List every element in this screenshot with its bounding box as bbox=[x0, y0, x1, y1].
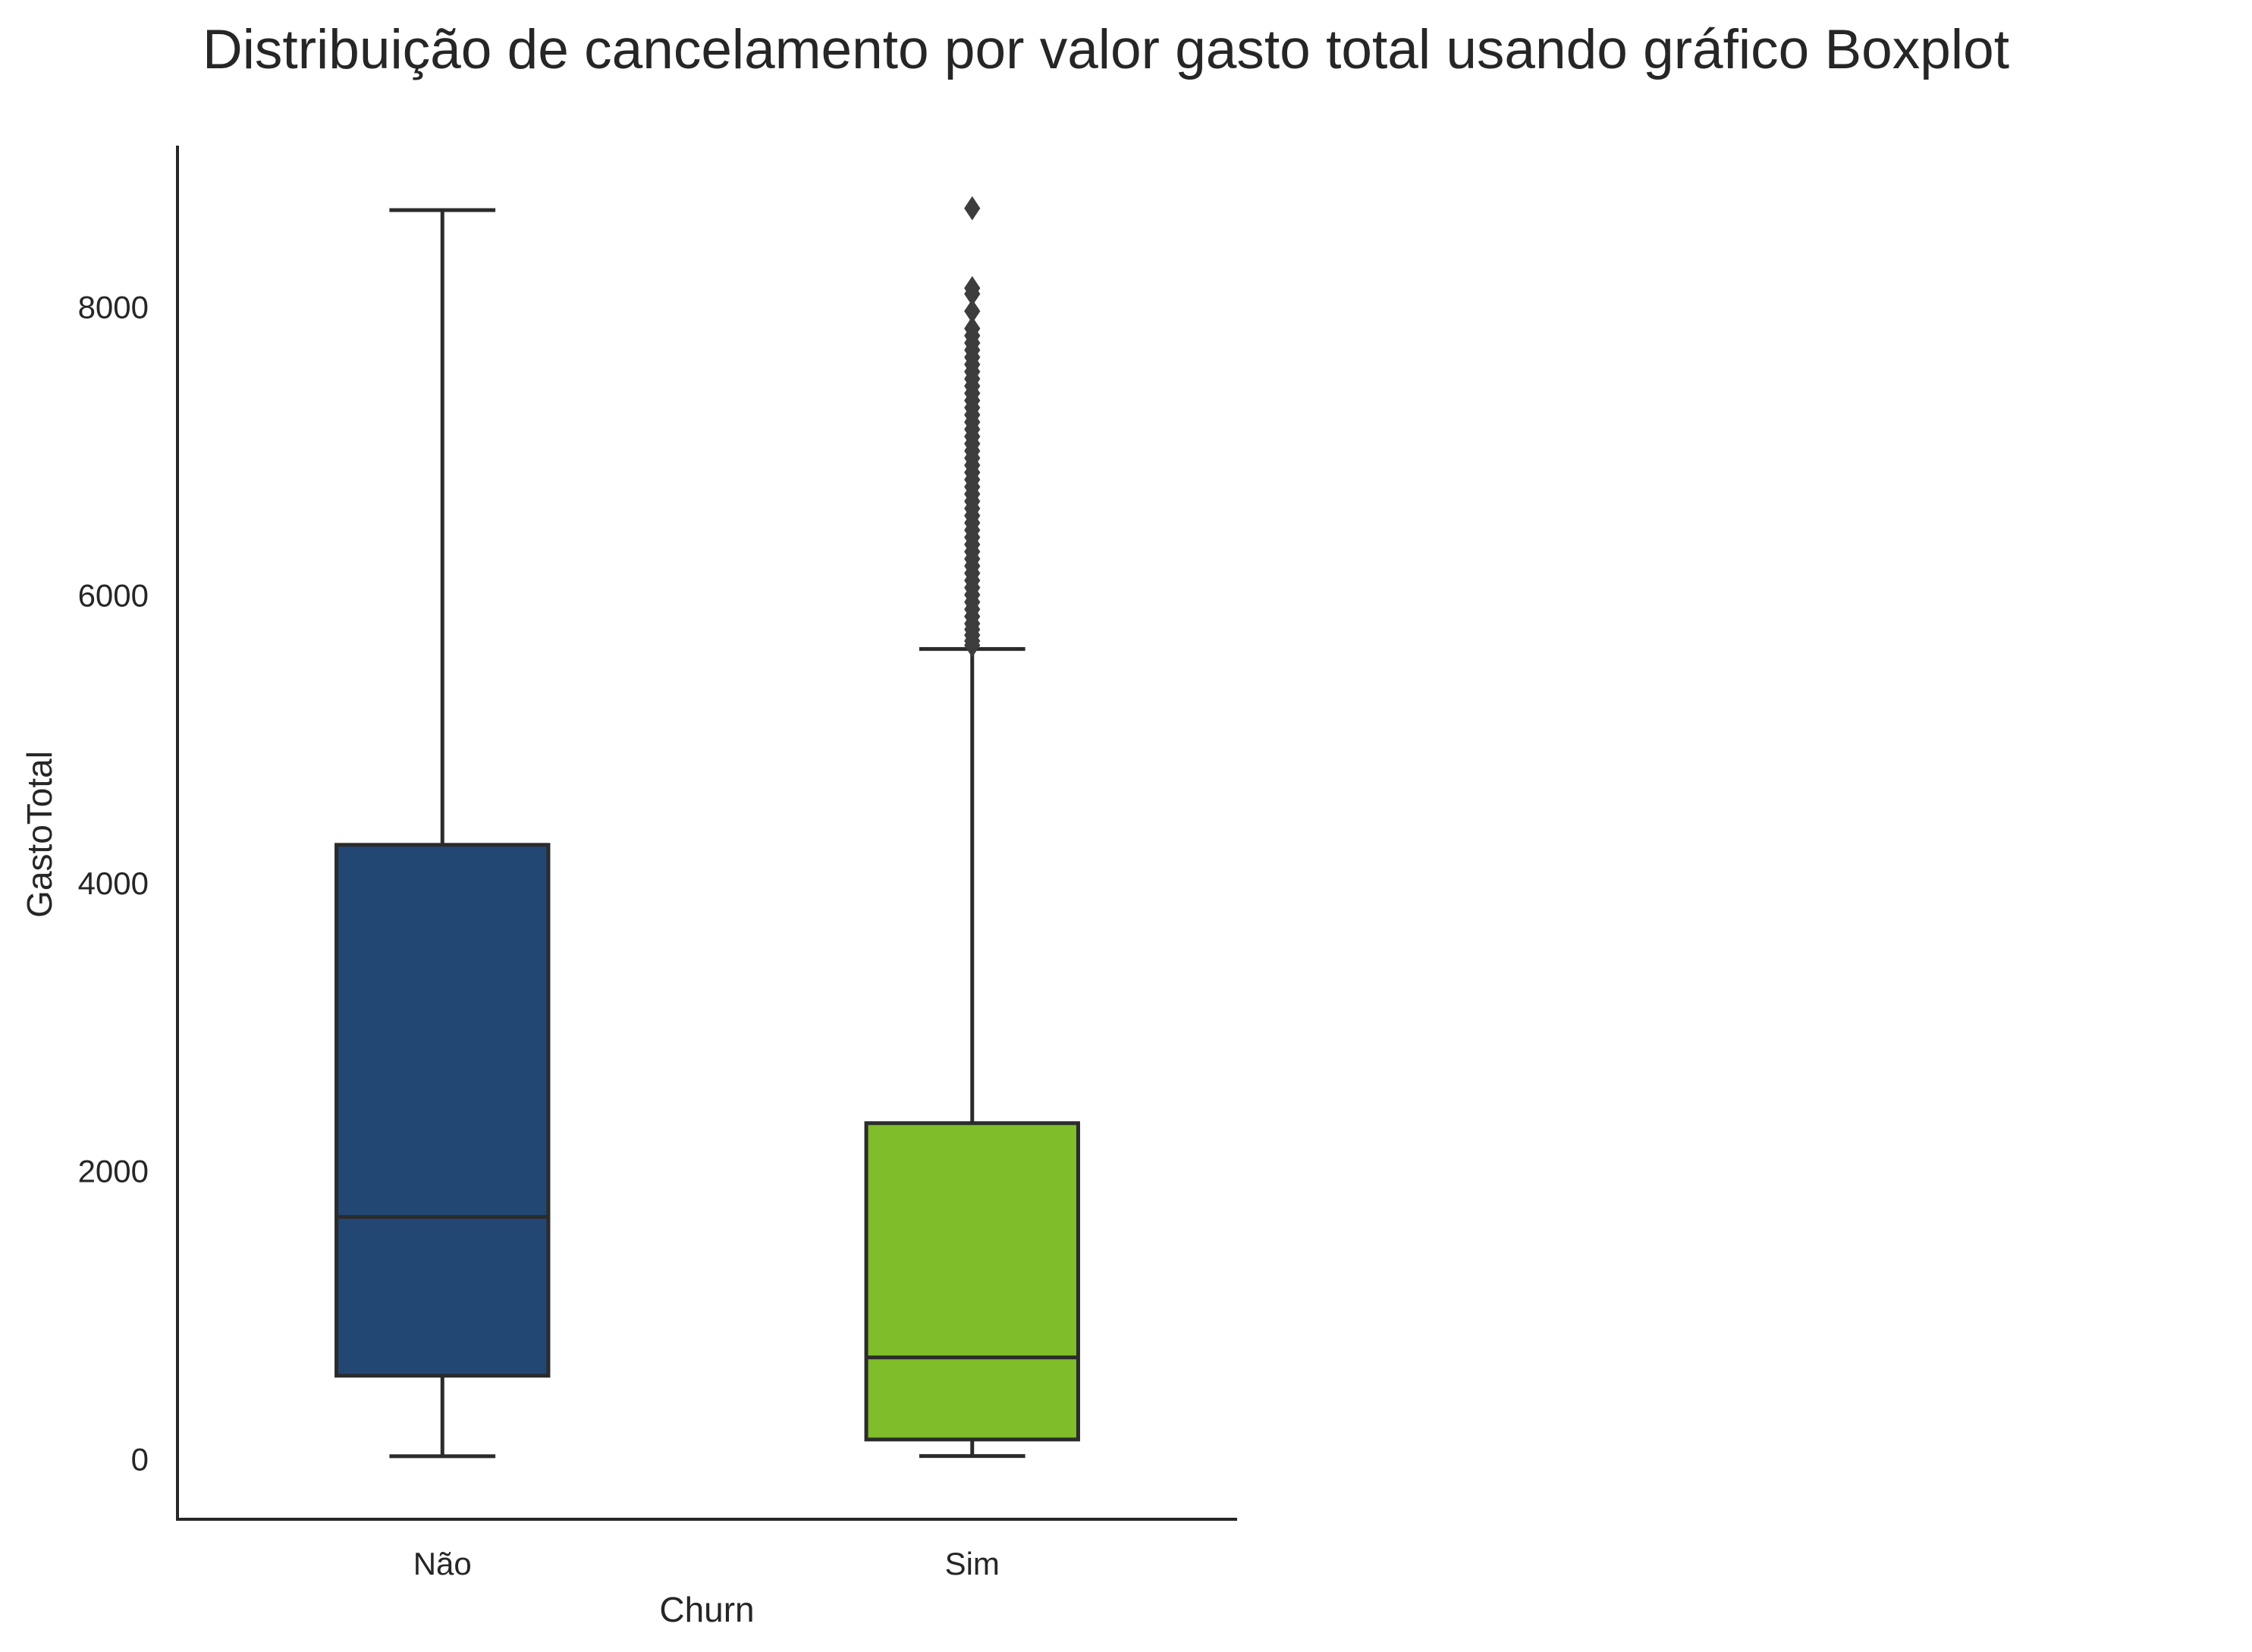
y-tick-label: 8000 bbox=[78, 290, 149, 325]
box-series bbox=[335, 196, 1080, 1459]
iqr-box bbox=[335, 843, 551, 1378]
y-tick-label: 0 bbox=[131, 1441, 149, 1477]
outlier-point bbox=[964, 196, 981, 221]
x-axis-label: Churn bbox=[659, 1590, 754, 1629]
y-axis-label: GastoTotal bbox=[20, 751, 59, 918]
y-tick-label: 2000 bbox=[78, 1154, 149, 1189]
box-nao bbox=[335, 208, 551, 1459]
x-tick-labels: Não Sim bbox=[413, 1546, 1000, 1581]
box-sim bbox=[864, 196, 1080, 1459]
outlier-point bbox=[964, 276, 981, 300]
outlier-point bbox=[964, 316, 981, 341]
chart-title: Distribuição de cancelamento por valor g… bbox=[203, 19, 2009, 80]
y-tick-label: 6000 bbox=[78, 577, 149, 613]
x-tick-label: Sim bbox=[945, 1546, 1000, 1581]
y-tick-labels: 0 2000 4000 6000 8000 bbox=[78, 290, 149, 1478]
y-tick-label: 4000 bbox=[78, 865, 149, 901]
iqr-box bbox=[864, 1121, 1080, 1442]
x-tick-label: Não bbox=[413, 1546, 472, 1581]
outlier-point bbox=[964, 299, 981, 324]
